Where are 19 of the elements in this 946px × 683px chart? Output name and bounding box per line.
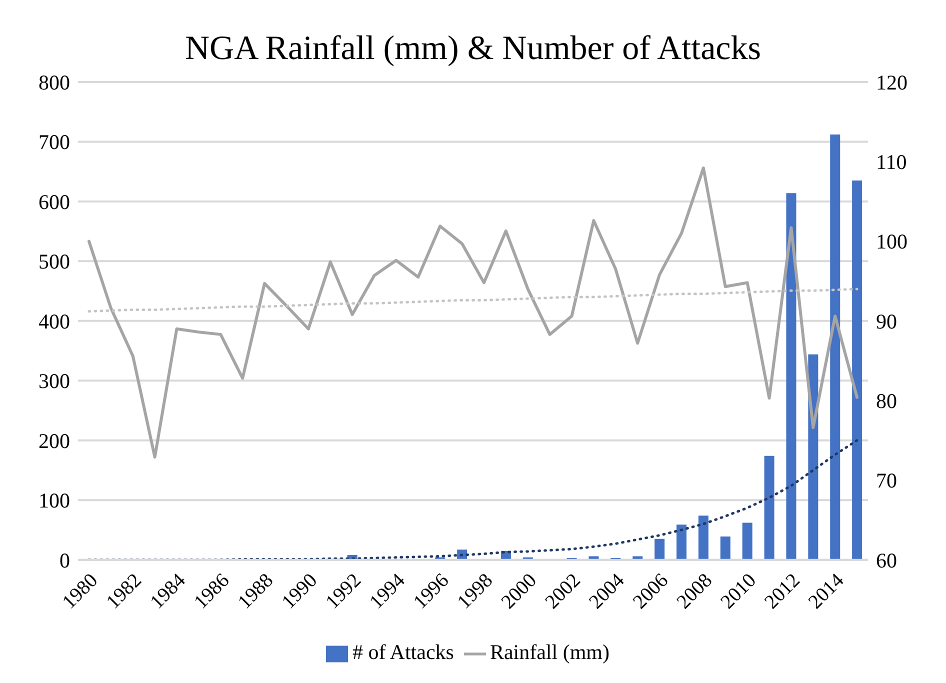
y-tick-label: 700 <box>38 130 70 154</box>
y2-tick-label: 120 <box>876 70 908 94</box>
y-tick-label: 800 <box>38 70 70 94</box>
y2-tick-label: 80 <box>876 388 897 413</box>
y-tick-label: 300 <box>38 369 70 394</box>
y2-tick-label: 100 <box>876 230 908 254</box>
y-tick-label: 200 <box>38 428 70 453</box>
y2-tick-label: 110 <box>876 150 907 174</box>
chart-title: NGA Rainfall (mm) & Number of Attacks <box>184 29 762 69</box>
y2-tick-label: 60 <box>876 548 897 572</box>
y-tick-label: 100 <box>38 488 70 513</box>
y-tick-label: 0 <box>60 548 70 572</box>
legend-label: # of Attacks <box>352 640 454 664</box>
y2-tick-label: 70 <box>876 468 897 493</box>
y-tick-label: 400 <box>38 309 70 334</box>
legend-label: Rainfall (mm) <box>490 640 610 664</box>
y-tick-label: 500 <box>38 250 70 274</box>
y-tick-label: 600 <box>38 190 70 214</box>
y2-tick-label: 90 <box>876 309 897 334</box>
